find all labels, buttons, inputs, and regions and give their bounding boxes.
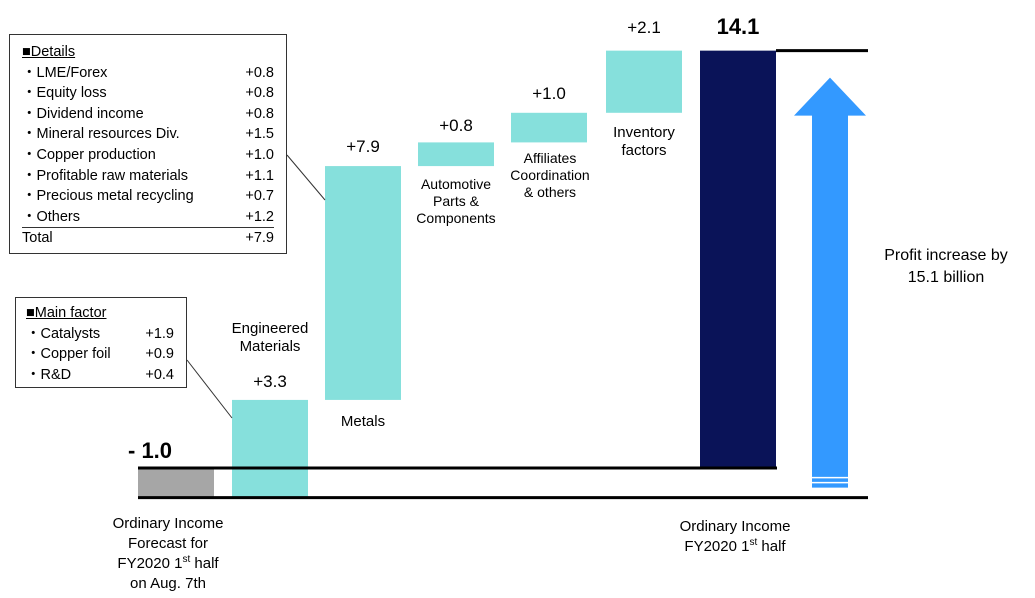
details-row-value: +0.7 (245, 188, 274, 205)
details-row: ・Profitable raw materials +1.1 (22, 166, 274, 187)
category-label-start: Ordinary Income Forecast for FY2020 1st … (112, 515, 224, 592)
details-row-name: ・Mineral resources Div. (22, 126, 180, 143)
details-row: ・Precious metal recycling +0.7 (22, 186, 274, 207)
details-row-name: ・Equity loss (22, 85, 107, 102)
main-factor-row: ・R&D +0.4 (26, 365, 174, 386)
details-total-row: Total +7.9 (22, 227, 274, 249)
value-label-end: 14.1 (716, 14, 760, 39)
details-row-value: +1.2 (245, 208, 274, 225)
main-factor-row-name: ・Copper foil (26, 346, 111, 363)
main-factor-connector (186, 359, 233, 419)
details-row-value: +0.8 (245, 64, 274, 81)
main-factor-row-name: ・Catalysts (26, 325, 101, 342)
profit-increase-arrow (794, 77, 866, 488)
main-factor-title: ■Main factor (26, 305, 107, 321)
category-label-metals: Metals (340, 413, 386, 430)
value-label-affiliates: +1.0 (532, 84, 566, 103)
details-row: ・Dividend income +0.8 (22, 104, 274, 125)
category-label-auto: Automotive Parts & Components (416, 176, 496, 226)
details-row: ・Equity loss +0.8 (22, 83, 274, 104)
category-label-inventory: Inventory factors (613, 124, 675, 159)
bar-inventory (606, 50, 682, 113)
details-row-value: +1.1 (245, 167, 274, 184)
main-factor-row-value: +0.9 (145, 346, 174, 363)
bar-engineered (232, 399, 308, 498)
main-factor-row: ・Copper foil +0.9 (26, 344, 174, 365)
details-row-value: +0.8 (245, 105, 274, 122)
main-factor-row: ・Catalysts +1.9 (26, 324, 174, 345)
value-label-auto: +0.8 (439, 116, 473, 135)
details-row: ・LME/Forex +0.8 (22, 63, 274, 84)
details-row-name: ・LME/Forex (22, 64, 108, 81)
details-connector (286, 154, 326, 201)
details-row-name: ・Dividend income (22, 105, 144, 122)
details-row-value: +1.0 (245, 146, 274, 163)
details-row-name: ・Precious metal recycling (22, 188, 194, 205)
bar-auto (418, 142, 494, 167)
value-label-start: - 1.0 (128, 438, 173, 463)
main-factor-row-name: ・R&D (26, 366, 72, 383)
category-label-affiliates: Affiliates Coordination & others (510, 150, 590, 200)
details-title: ■Details (22, 44, 76, 60)
details-row-name: ・Copper production (22, 146, 156, 163)
details-total-value: +7.9 (245, 230, 274, 247)
details-total-label: Total (22, 230, 53, 247)
details-row: ・Others +1.2 (22, 207, 274, 228)
details-row: ・Mineral resources Div. +1.5 (22, 124, 274, 145)
details-row-name: ・Others (22, 208, 81, 225)
value-label-inventory: +2.1 (627, 18, 661, 37)
bar-start (138, 468, 214, 498)
main-factor-row-value: +1.9 (145, 325, 174, 342)
main-factor-box: ■Main factor ・Catalysts +1.9 ・Copper foil +… (15, 297, 187, 388)
details-row: ・Copper production +1.0 (22, 145, 274, 166)
bar-metals (325, 166, 401, 400)
main-factor-row-value: +0.4 (145, 366, 174, 383)
category-label-end: Ordinary Income FY2020 1st half (679, 518, 791, 555)
bar-end (700, 50, 776, 468)
details-box: ■Details ・LME/Forex +0.8 ・Equity loss +0.8 ・… (9, 34, 287, 254)
details-row-value: +0.8 (245, 85, 274, 102)
value-label-engineered: +3.3 (253, 372, 287, 391)
profit-increase-annotation: Profit increase by 15.1 billion (884, 247, 1008, 286)
bar-affiliates (511, 112, 587, 143)
details-row-value: +1.5 (245, 126, 274, 143)
details-row-name: ・Profitable raw materials (22, 167, 188, 184)
category-label-engineered: Engineered Materials (231, 320, 309, 355)
value-label-metals: +7.9 (346, 137, 380, 156)
